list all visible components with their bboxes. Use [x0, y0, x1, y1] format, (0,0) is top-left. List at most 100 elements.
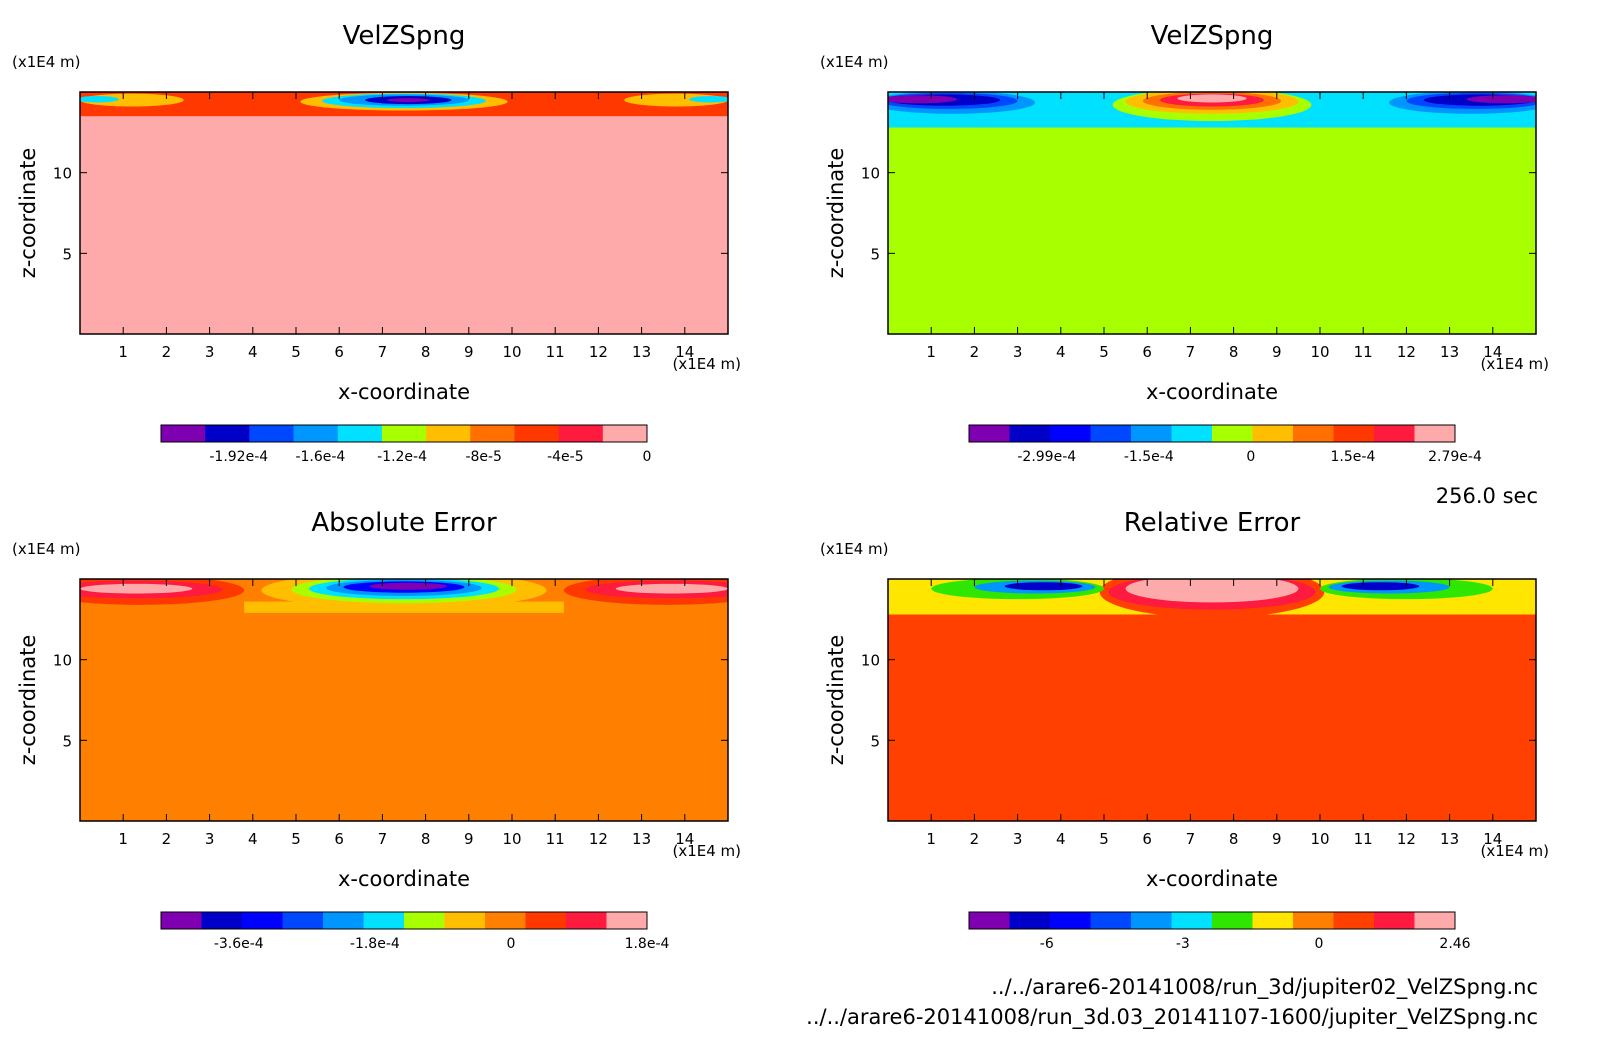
colorbar-swatch [566, 912, 607, 929]
y-tick-label: 5 [62, 732, 72, 750]
colorbar-swatch [205, 425, 250, 442]
field-background [888, 579, 1536, 821]
x-axis-label: x-coordinate [338, 380, 470, 404]
x-tick-label: 4 [1056, 343, 1066, 361]
z-unit-label: (x1E4 m) [820, 53, 889, 71]
x-tick-label: 9 [464, 343, 474, 361]
y-tick-label: 10 [861, 165, 880, 183]
colorbar-tick-label: 0 [643, 449, 652, 465]
colorbar-swatch [1252, 425, 1294, 442]
x-tick-label: 5 [1099, 343, 1109, 361]
x-tick-label: 3 [1013, 343, 1023, 361]
colorbar-swatch [558, 425, 604, 442]
colorbar-swatch [161, 425, 206, 442]
x-tick-label: 9 [1272, 830, 1282, 848]
file-path-label: ../../arare6-20141008/run_3d/jupiter02_V… [991, 975, 1538, 1000]
x-tick-label: 14 [675, 830, 694, 848]
x-tick-label: 5 [291, 343, 301, 361]
colorbar-swatch [381, 425, 427, 442]
colorbar-swatch [969, 425, 1010, 442]
z-unit-label: (x1E4 m) [12, 53, 81, 71]
y-tick-label: 10 [53, 165, 72, 183]
x-tick-label: 2 [970, 830, 980, 848]
x-tick-label: 8 [421, 830, 431, 848]
x-tick-label: 2 [162, 830, 172, 848]
colorbar-swatch [1009, 912, 1051, 929]
x-tick-label: 6 [1142, 830, 1152, 848]
x-tick-label: 10 [502, 830, 521, 848]
x-tick-label: 1 [118, 343, 128, 361]
colorbar-tick-label: 1.8e-4 [625, 936, 670, 952]
x-tick-label: 10 [1310, 343, 1329, 361]
plot-frame [79, 91, 729, 335]
x-tick-label: 1 [926, 343, 936, 361]
x-tick-label: 12 [589, 343, 608, 361]
x-tick-label: 7 [1186, 343, 1196, 361]
x-tick-label: 7 [378, 830, 388, 848]
colorbar-frame [968, 911, 1456, 930]
y-axis-label: z-coordinate [824, 148, 848, 279]
x-tick-label: 3 [1013, 830, 1023, 848]
plot-frame [887, 578, 1537, 822]
colorbar: -6 -3 0 2.46 [968, 911, 1471, 952]
colorbar-swatch [1050, 425, 1091, 442]
colorbar-swatch [337, 425, 383, 442]
x-tick-label: 1 [118, 830, 128, 848]
x-tick-label: 8 [1229, 343, 1239, 361]
colorbar-tick-label: -6 [1040, 936, 1054, 952]
x-tick-label: 8 [421, 343, 431, 361]
colorbar-swatch [1212, 912, 1253, 929]
y-tick-label: 10 [861, 652, 880, 670]
x-tick-label: 14 [675, 343, 694, 361]
colorbar-tick-label: -4e-5 [547, 449, 584, 465]
field-contour [80, 583, 193, 594]
colorbar-swatch [242, 912, 283, 929]
colorbar-swatch [1050, 912, 1091, 929]
chart-title: VelZSpng [1151, 21, 1274, 51]
y-tick-label: 5 [870, 245, 880, 263]
plot-area [80, 579, 728, 821]
colorbar-swatch [1171, 425, 1213, 442]
x-tick-label: 3 [205, 343, 215, 361]
colorbar-swatch [1374, 425, 1415, 442]
chart-title: Relative Error [1124, 508, 1301, 538]
x-tick-label: 9 [1272, 343, 1282, 361]
colorbar-swatch [1009, 425, 1051, 442]
x-tick-label: 2 [970, 343, 980, 361]
field-background [80, 92, 728, 334]
field-contour [1177, 94, 1247, 103]
x-tick-label: 7 [378, 343, 388, 361]
x-tick-label: 12 [1397, 343, 1416, 361]
colorbar-swatch [1374, 912, 1415, 929]
colorbar: -1.92e-4 -1.6e-4 -1.2e-4 -8e-5 -4e-5 0 [160, 424, 652, 465]
field-contour [80, 96, 119, 103]
colorbar-swatch [485, 912, 526, 929]
plot-frame [79, 578, 729, 822]
colorbar-swatch [1293, 912, 1334, 929]
colorbar-tick-label: -3 [1176, 936, 1190, 952]
x-tick-label: 10 [502, 343, 521, 361]
x-tick-label: 6 [1142, 343, 1152, 361]
x-tick-label: 5 [291, 830, 301, 848]
plot-area [888, 579, 1536, 821]
field-background [888, 92, 1536, 334]
colorbar-tick-label: -2.99e-4 [1017, 449, 1076, 465]
colorbar-swatch [1333, 912, 1375, 929]
chart-title: VelZSpng [343, 21, 466, 51]
colorbar: -2.99e-4 -1.5e-4 0 1.5e-4 2.79e-4 [968, 424, 1482, 465]
x-tick-label: 3 [205, 830, 215, 848]
x-tick-label: 6 [334, 830, 344, 848]
colorbar-swatch [969, 912, 1010, 929]
time-label: 256.0 sec [1436, 484, 1538, 508]
y-axis-label: z-coordinate [824, 635, 848, 766]
field-background [80, 579, 728, 821]
y-tick-label: 5 [62, 245, 72, 263]
chart-title: Absolute Error [311, 508, 497, 538]
x-tick-label: 13 [1440, 343, 1459, 361]
x-tick-label: 2 [162, 343, 172, 361]
